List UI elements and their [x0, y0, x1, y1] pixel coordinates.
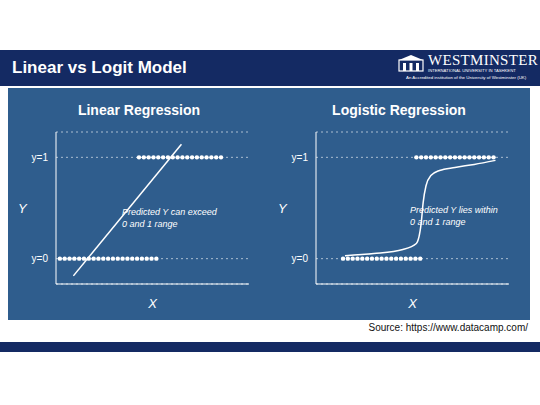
- html-text:Predicted Y lies within: Predicted Y lies within: [410, 205, 498, 215]
- svg-text:Y: Y: [278, 201, 288, 216]
- html-text:Linear Regression: Linear Regression: [77, 102, 201, 118]
- html-text:Linear vs Logit Model: Linear vs Logit Model: [12, 58, 187, 77]
- svg-text:Y: Y: [18, 201, 28, 216]
- svg-text:X: X: [407, 296, 418, 311]
- html-text:WESTMINSTER: WESTMINSTER: [428, 52, 538, 68]
- svg-text:y=1: y=1: [32, 152, 49, 163]
- svg-text:y=1: y=1: [292, 152, 309, 163]
- html-text:INTERNATIONAL UNIVERSITY IN TA: INTERNATIONAL UNIVERSITY IN TASHKENT: [428, 68, 516, 73]
- svg-text:X: X: [147, 296, 158, 311]
- svg-text:y=0: y=0: [292, 253, 309, 264]
- svg-text:y=0: y=0: [32, 253, 49, 264]
- html-text:0 and 1 range: 0 and 1 range: [122, 219, 178, 229]
- html-text:Predicted Y can exceed: Predicted Y can exceed: [122, 207, 217, 217]
- html-text:0 and 1 range: 0 and 1 range: [410, 217, 466, 227]
- html-text:Source: https://www.datacamp.c: Source: https://www.datacamp.com/: [368, 322, 528, 333]
- html-text:Logistic Regression: Logistic Regression: [332, 102, 466, 118]
- html-text:An Accredited institution of t: An Accredited institution of the Univers…: [406, 75, 527, 80]
